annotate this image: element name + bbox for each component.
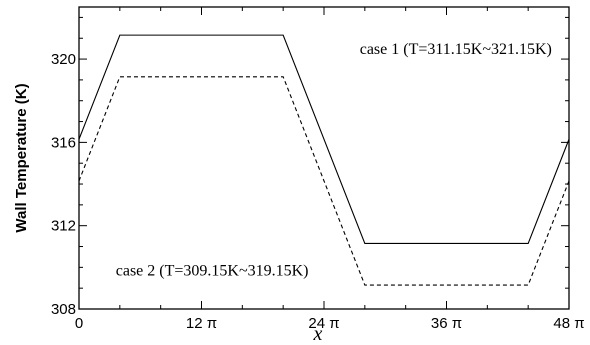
y-axis-label: Wall Temperature (K) bbox=[13, 83, 30, 232]
plot-frame bbox=[78, 6, 570, 310]
x-tick-label: 36 π bbox=[431, 315, 462, 332]
x-tick-label: 48 π bbox=[553, 315, 584, 332]
x-tick-label: 24 π bbox=[308, 315, 339, 332]
y-tick-label: 308 bbox=[51, 301, 76, 318]
y-tick-label: 312 bbox=[51, 218, 76, 235]
series-group bbox=[78, 34, 570, 286]
tick-labels: 0 12 π 24 π 36 π 48 π 308 312 316 320 bbox=[51, 51, 585, 332]
x-axis-label: x bbox=[313, 323, 323, 345]
series-case-1-line bbox=[78, 34, 570, 244]
x-tick-label: 12 π bbox=[186, 315, 217, 332]
y-tick-label: 316 bbox=[51, 134, 76, 151]
y-tick-label: 320 bbox=[51, 51, 76, 68]
case-1-annotation: case 1 (T=311.15K~321.15K) bbox=[360, 41, 552, 58]
series-case-2-line bbox=[78, 76, 570, 286]
x-tick-label: 0 bbox=[75, 315, 83, 332]
case-2-annotation: case 2 (T=309.15K~319.15K) bbox=[116, 263, 309, 280]
